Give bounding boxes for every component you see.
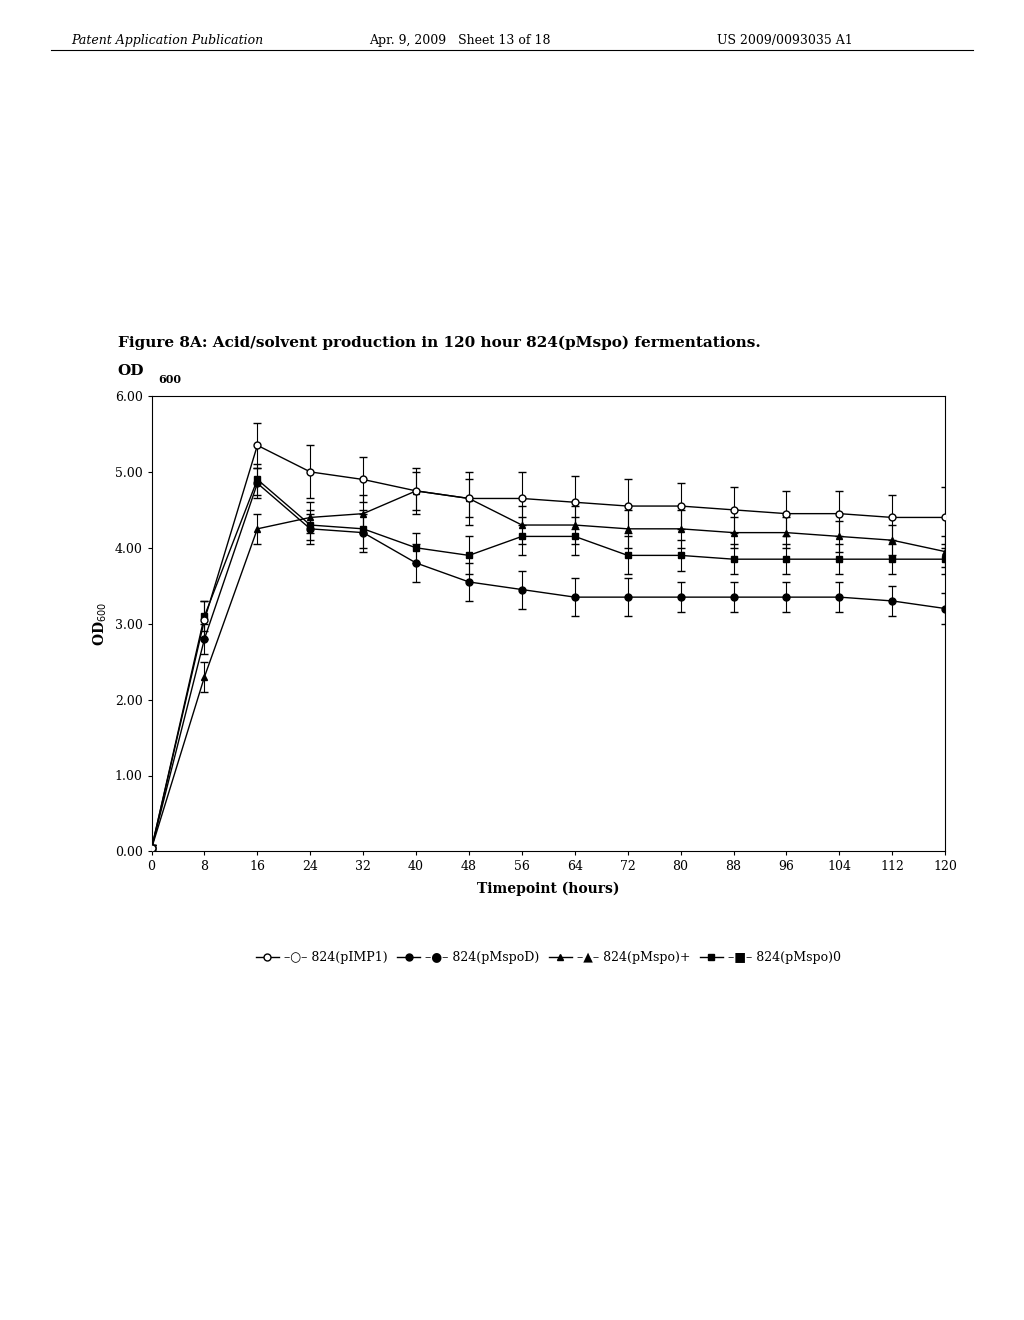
- Legend: –○– 824(pIMP1), –●– 824(pMspoD), –▲– 824(pMspo)+, –■– 824(pMspo)0: –○– 824(pIMP1), –●– 824(pMspoD), –▲– 824…: [251, 946, 846, 969]
- X-axis label: Timepoint (hours): Timepoint (hours): [477, 882, 620, 896]
- Text: Apr. 9, 2009   Sheet 13 of 18: Apr. 9, 2009 Sheet 13 of 18: [369, 34, 550, 48]
- Text: Figure 8A: Acid/solvent production in 120 hour 824(pMspo) fermentations.: Figure 8A: Acid/solvent production in 12…: [118, 335, 761, 350]
- Text: US 2009/0093035 A1: US 2009/0093035 A1: [717, 34, 853, 48]
- Text: 600: 600: [159, 375, 181, 385]
- Text: OD: OD: [118, 363, 144, 378]
- Y-axis label: OD$_{600}$: OD$_{600}$: [92, 602, 110, 645]
- Text: Patent Application Publication: Patent Application Publication: [72, 34, 264, 48]
